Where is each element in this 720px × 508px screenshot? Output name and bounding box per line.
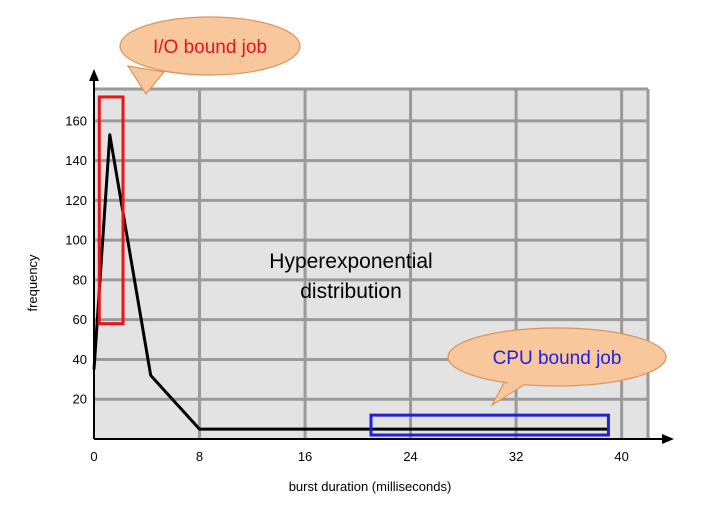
x-tick-label: 24 — [403, 449, 417, 464]
x-tick-label: 16 — [298, 449, 312, 464]
y-axis-arrowhead — [89, 69, 99, 81]
x-axis-title: burst duration (milliseconds) — [289, 479, 452, 494]
cpu-highlight-box — [369, 413, 610, 437]
tick-labels: 0 8 16 24 32 40 20 40 60 80 100 120 140 160 — [65, 113, 629, 464]
grid — [94, 87, 650, 439]
y-tick-label: 140 — [65, 153, 87, 168]
cpu-callout-tail-fill — [494, 374, 532, 403]
y-tick-label: 40 — [73, 352, 87, 367]
io-highlight-box — [97, 95, 125, 326]
axes — [89, 69, 674, 444]
io-callout-tail-fill — [134, 68, 160, 92]
y-tick-label: 160 — [65, 113, 87, 128]
series — [92, 133, 609, 431]
y-tick-label: 100 — [65, 233, 87, 248]
y-tick-label: 20 — [73, 392, 87, 407]
x-tick-label: 0 — [90, 449, 97, 464]
y-tick-label: 80 — [73, 272, 87, 287]
cpu-bound-label: CPU bound job — [493, 348, 622, 369]
y-tick-label: 120 — [65, 193, 87, 208]
highlight-regions — [97, 95, 610, 437]
io-bound-label: I/O bound job — [153, 37, 267, 58]
y-axis-title: frequency — [25, 254, 40, 312]
io-bound-callout: I/O bound job — [119, 16, 301, 96]
io-callout-bubble — [119, 16, 301, 76]
cpu-bound-callout: CPU bound job — [447, 327, 667, 407]
series-line — [92, 133, 609, 431]
y-tick-label: 60 — [73, 312, 87, 327]
x-tick-label: 40 — [614, 449, 628, 464]
distribution-label-line1: Hyperexponential — [269, 250, 432, 273]
cpu-callout-bubble — [447, 327, 667, 387]
distribution-label-line2: distribution — [300, 280, 402, 303]
x-axis-arrowhead — [662, 434, 674, 444]
x-tick-label: 8 — [196, 449, 203, 464]
x-tick-label: 32 — [509, 449, 523, 464]
